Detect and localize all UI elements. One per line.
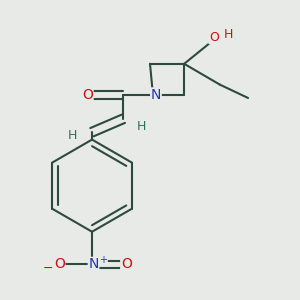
Text: O: O: [54, 257, 65, 272]
Text: N: N: [151, 88, 161, 102]
Text: O: O: [82, 88, 93, 102]
Text: O: O: [121, 257, 132, 272]
Text: O: O: [209, 31, 219, 44]
Text: N: N: [88, 257, 99, 272]
Text: H: H: [68, 129, 77, 142]
Text: +: +: [99, 255, 107, 265]
Text: −: −: [42, 262, 53, 275]
Text: H: H: [224, 28, 233, 40]
Text: H: H: [136, 120, 146, 133]
